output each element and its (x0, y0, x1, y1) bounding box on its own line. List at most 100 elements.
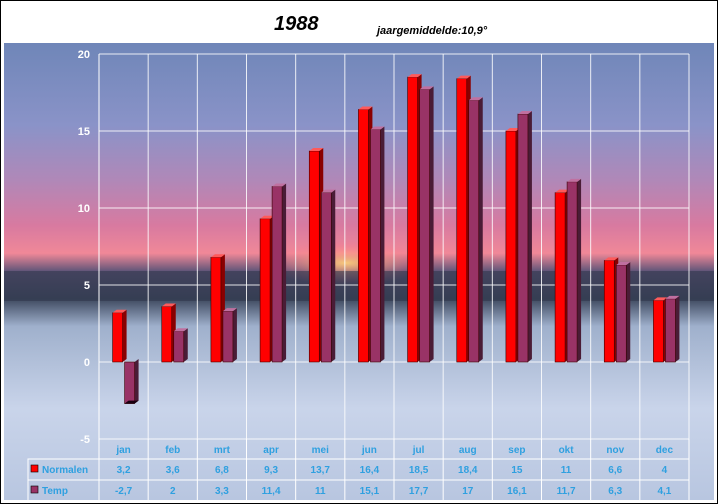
bar-face (370, 129, 381, 363)
data-label: 3,3 (215, 486, 229, 497)
bar-face (124, 361, 135, 404)
bar-face (566, 181, 578, 363)
data-label: 17 (462, 486, 474, 497)
bar-top (161, 303, 176, 307)
bar-top (210, 254, 225, 258)
data-label: 11,7 (557, 486, 576, 497)
bar-face (603, 260, 615, 363)
bar-side (134, 359, 139, 404)
x-tick-label: mei (312, 445, 329, 456)
data-label: 15 (511, 465, 523, 476)
bar-top (321, 189, 336, 193)
bar-top (555, 189, 570, 193)
bar-top (272, 183, 287, 187)
bar-temp (615, 261, 631, 363)
bar-side (282, 183, 287, 362)
bar-face (456, 78, 468, 363)
legend-swatch (30, 485, 39, 494)
bar-face (505, 130, 517, 363)
bar-side (675, 295, 680, 362)
bar-temp (419, 86, 434, 363)
bar-top (407, 74, 422, 78)
data-label: 4 (662, 465, 668, 476)
bar-top (112, 309, 127, 313)
bar-side (429, 86, 434, 363)
data-label: 16,4 (360, 465, 380, 476)
data-label: 3,2 (117, 465, 131, 476)
chart-subtitle: jaargemiddelde:10,9° (377, 25, 488, 37)
bar-side (122, 309, 127, 362)
bar-top (358, 106, 373, 110)
bar-side (232, 308, 237, 362)
bar-temp (566, 178, 582, 363)
data-label: 11 (315, 486, 326, 497)
legend-label: Normalen (42, 465, 88, 476)
bar-top (665, 295, 680, 299)
data-label: 15,1 (360, 486, 380, 497)
bar-side (626, 261, 631, 362)
bar-top (173, 328, 188, 332)
data-label: 17,7 (409, 486, 429, 497)
bar-face (161, 306, 173, 363)
legend-label: Temp (42, 486, 68, 497)
x-tick-label: aug (459, 445, 477, 456)
bar-face (468, 99, 480, 363)
bar-face (210, 256, 222, 363)
bar-face (308, 150, 320, 363)
bar-face (271, 186, 283, 363)
bar-side (331, 189, 336, 362)
bar-temp (468, 97, 483, 363)
bar-top (517, 111, 532, 115)
bar-face (517, 113, 529, 363)
y-tick-label: 20 (78, 49, 90, 61)
bar-top (468, 97, 483, 101)
bar-side (183, 328, 188, 362)
bar-temp (320, 189, 336, 363)
bar-temp (271, 183, 287, 363)
bar-top (419, 86, 434, 90)
x-tick-label: feb (165, 445, 180, 456)
bar-top (616, 261, 631, 265)
data-label: 3,6 (166, 465, 180, 476)
x-tick-label: sep (508, 445, 525, 456)
data-label: 13,7 (311, 465, 331, 476)
bar-face (222, 310, 234, 363)
bar-top (604, 257, 619, 261)
bar-face (173, 330, 185, 363)
bar-top (309, 148, 324, 152)
bar-face (615, 264, 627, 363)
x-tick-label: dec (656, 445, 674, 456)
data-label: -2,7 (115, 486, 133, 497)
bar-top (370, 126, 385, 130)
bar-face (112, 312, 123, 363)
bar-side (380, 126, 385, 363)
bar-face (653, 300, 664, 363)
data-label: 18,4 (458, 465, 478, 476)
data-label: 6,8 (215, 465, 229, 476)
chart-title: 1988 (274, 13, 319, 35)
bar-top (222, 308, 237, 312)
bar-side (478, 97, 483, 362)
x-tick-label: jan (115, 445, 130, 456)
bar-temp (173, 328, 188, 363)
data-label: 2 (170, 486, 176, 497)
data-label: 11 (561, 465, 572, 476)
data-label: 11,4 (262, 486, 281, 497)
x-tick-label: jun (361, 445, 377, 456)
y-tick-label: 5 (84, 280, 90, 292)
x-tick-label: apr (263, 445, 279, 456)
bar-top (456, 75, 471, 79)
x-tick-label: okt (559, 445, 575, 456)
bar-face (419, 89, 430, 363)
data-label: 6,3 (608, 486, 622, 497)
bar-temp (124, 359, 139, 404)
bar-top (505, 128, 520, 131)
data-label: 4,1 (657, 486, 671, 497)
bar-face (665, 298, 676, 363)
data-label: 6,6 (608, 465, 622, 476)
x-tick-label: mrt (214, 445, 231, 456)
bar-temp (517, 111, 532, 363)
bar-top (260, 215, 275, 219)
y-tick-label: 0 (84, 357, 90, 369)
